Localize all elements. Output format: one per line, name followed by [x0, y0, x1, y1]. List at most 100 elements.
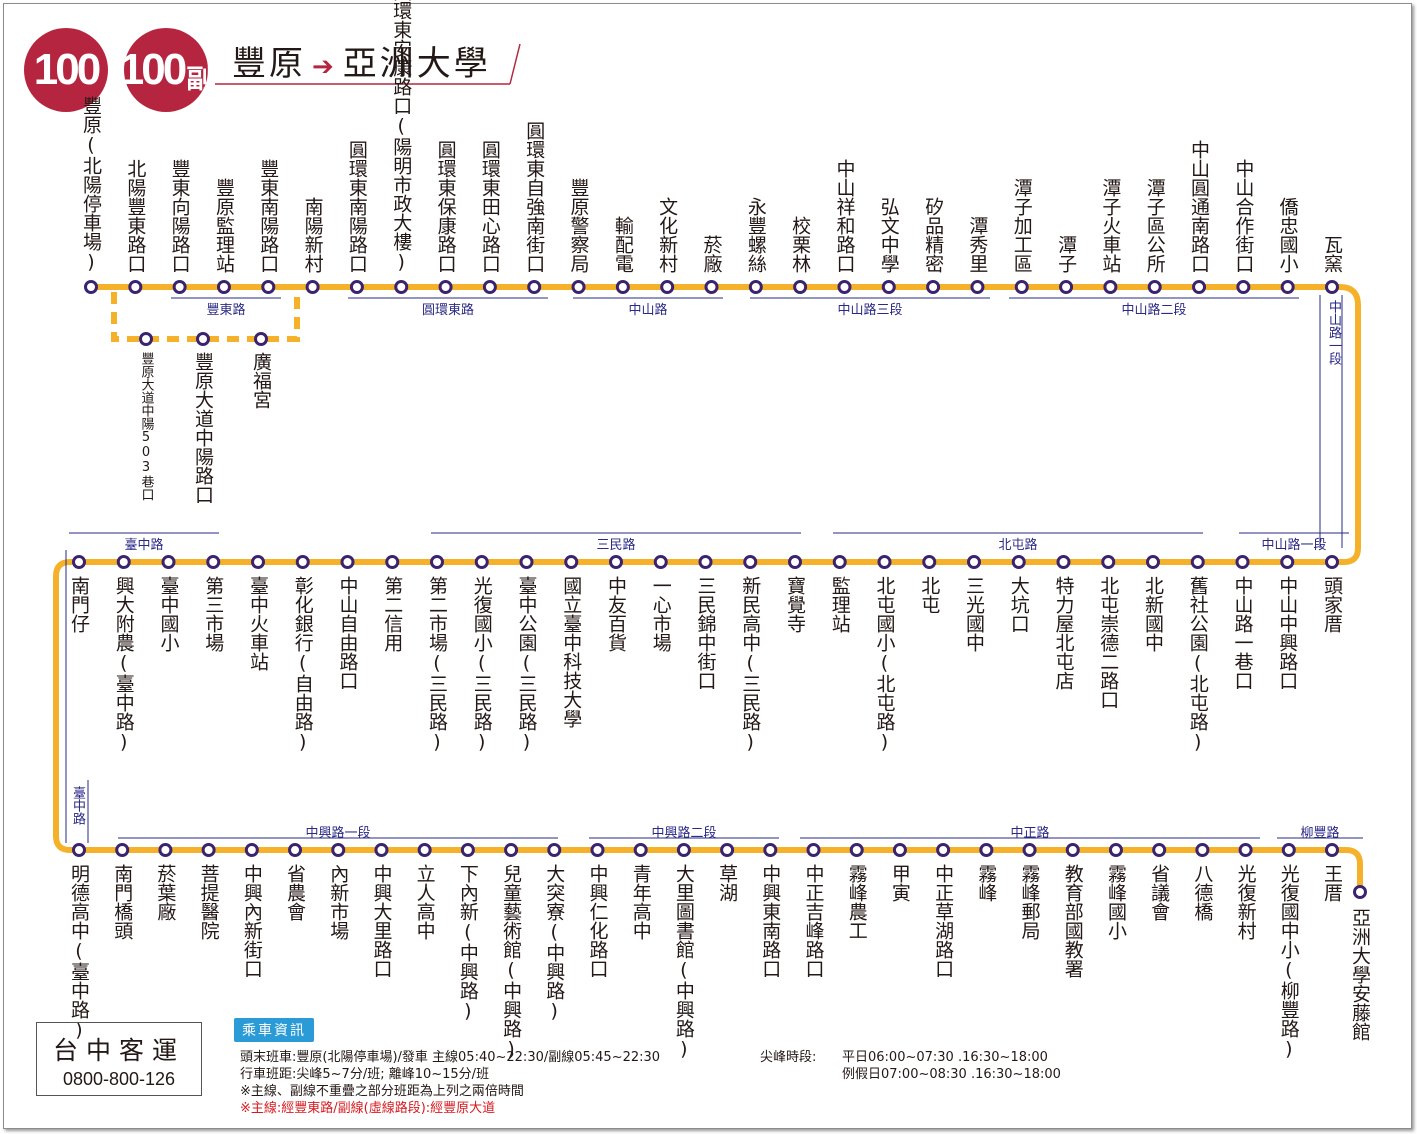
stop-label: 興大附農(臺中路) — [112, 576, 135, 753]
stop-label: 北新國中 — [1142, 576, 1164, 652]
stop-marker — [519, 555, 534, 569]
stop-label: 北屯 — [918, 576, 941, 614]
stop-label: 豐原(北陽停車場) — [80, 96, 102, 273]
stop-marker — [394, 280, 409, 294]
stop-label: 八德橋 — [1191, 864, 1214, 921]
road-label: 圓環東路 — [421, 303, 475, 318]
stop-marker — [590, 843, 605, 857]
stop-marker — [547, 843, 562, 857]
stop-marker — [564, 555, 579, 569]
stop-marker — [288, 843, 303, 857]
stop-label: 亞洲大學安藤館 — [1349, 908, 1371, 1041]
stop-marker — [161, 555, 176, 569]
stop-marker — [128, 280, 143, 294]
route-100-badge: 100 — [24, 28, 108, 112]
title-underline-tick — [509, 43, 521, 85]
stop-label: 青年高中 — [629, 864, 652, 940]
stop-marker — [1325, 555, 1339, 569]
stop-label: 豐東南陽路口 — [257, 159, 280, 273]
stop-marker — [936, 843, 951, 857]
stop-marker — [967, 555, 981, 569]
stop-marker — [385, 555, 400, 569]
stop-label: 草湖 — [716, 864, 739, 902]
stop-marker — [743, 555, 758, 569]
stop-marker — [1236, 280, 1251, 294]
stop-label: 南陽新村 — [301, 197, 324, 273]
stop-label: 中山自由路口 — [336, 576, 359, 690]
route-number: 100 — [33, 45, 101, 94]
stop-label: 寶覺寺 — [784, 576, 806, 633]
stop-marker — [417, 843, 432, 857]
stop-label: 豐東向陽路口 — [168, 159, 191, 273]
stop-label: 甲寅 — [888, 864, 911, 902]
stop-marker — [116, 555, 131, 569]
company-phone: 0800-800-126 — [62, 1069, 176, 1089]
stop-marker — [881, 280, 896, 294]
stop-marker — [849, 843, 864, 857]
stop-label: 國立臺中科技大學 — [560, 576, 583, 728]
stop-label: 北陽豐東路口 — [124, 159, 147, 273]
stop-label: 大坑口 — [1007, 576, 1030, 633]
stop-marker — [331, 843, 346, 857]
stop-marker — [1192, 280, 1207, 294]
stop-marker — [877, 555, 892, 569]
road-label: 豐東路 — [206, 303, 246, 318]
stop-marker — [206, 555, 221, 569]
stop-label: 三光國中 — [963, 576, 985, 652]
stop-label: 圓環東田心路口 — [478, 140, 501, 273]
stop-marker — [763, 843, 778, 857]
stop-marker — [1280, 280, 1295, 294]
stop-marker — [504, 843, 519, 857]
stop-label: 菩提醫院 — [197, 864, 220, 940]
stop-label: 下內新(中興路) — [456, 864, 479, 1022]
stop-label: 臺中火車站 — [247, 576, 269, 671]
stop-label: 明德高中(臺中路) — [68, 864, 90, 1041]
stop-label: 文化新村 — [656, 197, 679, 273]
stop-marker — [653, 555, 668, 569]
stop-label: 北屯崇德二路口 — [1097, 576, 1120, 709]
stop-label: 立人高中 — [413, 864, 436, 940]
stop-label: 圓環東南陽路口 — [345, 140, 368, 273]
stop-label: 弘文中學 — [877, 197, 900, 273]
info-line3: ※主線、副線不重疊之部分班距為上列之兩倍時間 — [240, 1084, 524, 1099]
stop-label: 霧峰 — [975, 864, 998, 902]
stop-marker — [349, 280, 364, 294]
stop-label: 北屯國小(北屯路) — [873, 576, 896, 753]
stop-label: 矽品精密 — [922, 197, 945, 273]
stop-label: 教育部國教署 — [1061, 864, 1084, 978]
stop-marker — [1059, 280, 1074, 294]
stop-marker — [926, 280, 941, 294]
map-frame — [3, 3, 1412, 1129]
stop-label: 舊社公園(北屯路) — [1186, 576, 1209, 753]
route-destination: 亞洲大學 — [342, 44, 491, 84]
stop-label: 中友百貨 — [605, 576, 627, 652]
stop-label: 省議會 — [1148, 864, 1171, 921]
stop-marker — [261, 280, 276, 294]
road-label: 北屯路 — [998, 538, 1038, 553]
stop-marker — [970, 280, 985, 294]
stop-label: 新民高中(三民路) — [739, 576, 762, 753]
stop-marker — [1056, 555, 1071, 569]
road-label: 中正路 — [1010, 826, 1050, 841]
stop-marker — [1238, 843, 1253, 857]
stop-label: 中正草湖路口 — [932, 864, 955, 978]
stop-label: 僑忠國小 — [1276, 197, 1299, 273]
stop-marker — [788, 555, 802, 569]
peak-label: 尖峰時段: — [760, 1050, 817, 1065]
stop-marker — [832, 555, 847, 569]
stop-label: 光復國小(三民路) — [470, 576, 493, 753]
stop-marker — [295, 555, 310, 569]
stop-marker — [748, 280, 763, 294]
stop-label: 中興仁化路口 — [586, 864, 609, 978]
stop-marker — [922, 555, 937, 569]
stop-marker — [196, 332, 210, 346]
stop-marker — [84, 280, 98, 294]
stop-marker — [979, 843, 994, 857]
stop-label: 特力屋北屯店 — [1052, 576, 1075, 690]
stop-label: 第二市場(三民路) — [426, 576, 448, 753]
stop-marker — [374, 843, 389, 857]
stop-marker — [720, 843, 735, 857]
stop-marker — [1011, 555, 1026, 569]
stop-label: 豐原監理站 — [212, 178, 235, 273]
stop-label: 潭子火車站 — [1099, 178, 1122, 273]
